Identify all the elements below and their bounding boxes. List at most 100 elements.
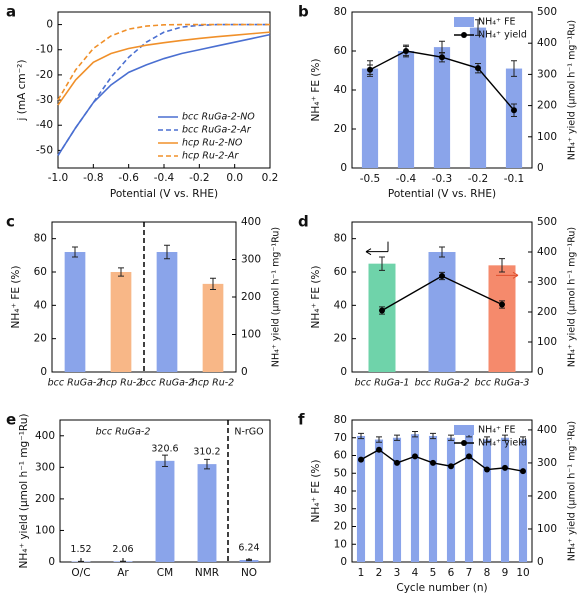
x-tick-label: -0.5 (360, 173, 381, 185)
marker (484, 466, 490, 473)
value-label: 1.52 (70, 544, 91, 555)
y-tick-label: 10 (334, 538, 347, 550)
x-tick-label: bcc RuGa-2 (48, 378, 103, 389)
y-tick-label: -20 (36, 69, 53, 81)
error-bar (118, 267, 124, 277)
y2-axis-title: NH₄⁺ yield (μmol h⁻¹ mg⁻¹Ru) (567, 227, 578, 367)
error-bar (379, 256, 385, 271)
x-tick-label: Ar (117, 567, 129, 579)
error-bar (358, 432, 364, 440)
marker (439, 54, 445, 61)
line (57, 33, 271, 156)
bar (428, 435, 438, 562)
x-tick-label: 5 (430, 567, 437, 579)
y-tick-label: 20 (334, 333, 347, 345)
bar (361, 68, 379, 168)
y-tick-label: 60 (334, 266, 347, 278)
y2-tick-label: 200 (537, 100, 557, 112)
x-tick-label: bcc RuGa-3 (475, 378, 530, 389)
x-tick-label: 2 (376, 567, 383, 579)
x-tick-label: 0.0 (226, 172, 243, 184)
error-bar (210, 277, 216, 290)
y2-tick-label: 300 (537, 457, 557, 469)
y2-tick-label: 300 (537, 276, 557, 288)
y2-axis-title: NH₄⁺ yield (μmol h⁻¹ mg⁻¹Ru) (271, 227, 282, 367)
y-axis-title: j (mA cm⁻²) (16, 60, 28, 122)
line (57, 23, 270, 156)
y-tick-label: 0 (340, 366, 347, 378)
bar (505, 68, 523, 168)
y2-tick-label: 0 (537, 162, 544, 174)
y-tick-label: 20 (334, 521, 347, 533)
y-tick-label: 80 (334, 414, 347, 426)
x-axis-title: Potential (V vs. RHE) (388, 188, 496, 200)
x-tick-label: hcp Ru-2 (100, 378, 142, 389)
y-tick-label: 0 (40, 366, 47, 378)
y-tick-label: 100 (35, 524, 55, 536)
y2-axis-title: NH₄⁺ yield (μmol h⁻¹ mg⁻¹Ru) (567, 20, 578, 160)
bar (482, 439, 492, 562)
panel-label: d (298, 213, 309, 231)
y-tick-label: 60 (334, 450, 347, 462)
y-tick-label: 0 (48, 556, 55, 568)
marker (499, 301, 505, 308)
marker (403, 48, 409, 54)
legend-label: NH₄⁺ yield (478, 438, 527, 449)
bar (469, 27, 487, 168)
line (360, 448, 524, 472)
error-bar (511, 60, 517, 77)
x-tick-label: CM (157, 567, 173, 579)
bar (428, 252, 456, 372)
marker (475, 65, 481, 72)
x-tick-label: 3 (394, 567, 401, 579)
bar (155, 460, 175, 562)
bar (446, 437, 456, 562)
y-tick-label: 80 (34, 233, 47, 245)
bar (110, 272, 132, 372)
panel-label: e (6, 411, 16, 429)
y2-tick-label: 100 (241, 329, 261, 341)
panel-label: f (298, 411, 305, 429)
legend-swatch (454, 17, 474, 27)
y-tick-label: 0 (340, 556, 347, 568)
bar (410, 434, 420, 562)
y2-tick-label: 300 (537, 68, 557, 80)
legend-label: hcp Ru-2-Ar (182, 151, 239, 162)
panel-label: b (298, 3, 309, 21)
y-tick-label: 40 (334, 299, 347, 311)
panel-label: c (6, 213, 15, 231)
x-tick-label: hcp Ru-2 (192, 378, 234, 389)
x-tick-label: -1.0 (48, 172, 69, 184)
bar (392, 437, 402, 562)
error-bar (394, 434, 400, 441)
y2-tick-label: 100 (537, 131, 557, 143)
y2-tick-label: 400 (241, 216, 261, 228)
y-tick-label: 80 (334, 233, 347, 245)
legend-marker (461, 440, 467, 446)
legend-label: hcp Ru-2-NO (182, 138, 243, 149)
y-tick-label: -50 (36, 144, 53, 156)
marker (358, 456, 364, 463)
value-label: 320.6 (151, 443, 178, 454)
x-tick-label: -0.6 (118, 172, 139, 184)
y-tick-label: -10 (36, 44, 53, 56)
y2-tick-label: 400 (537, 424, 557, 436)
y-tick-label: 60 (34, 266, 47, 278)
marker (502, 464, 508, 471)
x-tick-label: 7 (466, 567, 473, 579)
bar (368, 263, 396, 372)
x-tick-label: 9 (502, 567, 509, 579)
bar (197, 464, 217, 562)
x-tick-label: -0.8 (83, 172, 104, 184)
bar (488, 265, 516, 372)
marker (466, 453, 472, 460)
x-tick-label: 6 (448, 567, 455, 579)
bar (64, 252, 86, 372)
value-label: 310.2 (193, 447, 220, 458)
marker (376, 446, 382, 453)
bar (464, 434, 474, 562)
y2-tick-label: 0 (241, 366, 248, 378)
legend-label: NH₄⁺ FE (478, 17, 516, 28)
legend-marker (461, 32, 467, 38)
legend-swatch (454, 425, 474, 435)
